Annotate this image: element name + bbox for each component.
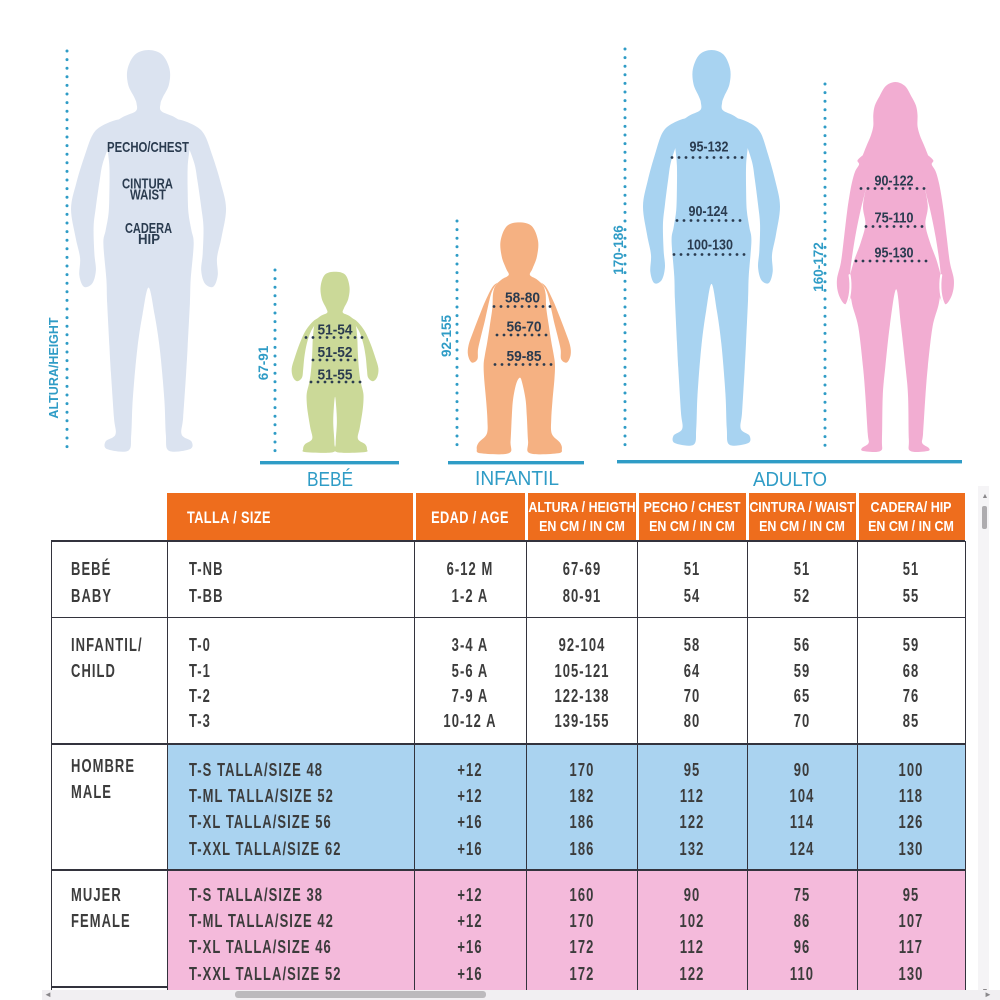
svg-text:INFANTIL: INFANTIL [475, 468, 559, 490]
svg-text:ALTURA/HEIGHT: ALTURA/HEIGHT [47, 317, 61, 419]
svg-text:ADULTO: ADULTO [753, 469, 827, 491]
svg-text:51-52: 51-52 [318, 345, 353, 361]
svg-text:170-186: 170-186 [611, 225, 626, 275]
svg-text:WAIST: WAIST [130, 187, 166, 204]
svg-text:95-130: 95-130 [875, 246, 914, 262]
svg-text:HIP: HIP [138, 231, 160, 248]
svg-text:95-132: 95-132 [690, 139, 729, 156]
svg-text:92-155: 92-155 [439, 314, 454, 357]
svg-text:160-172: 160-172 [811, 242, 826, 292]
svg-text:PECHO/CHEST: PECHO/CHEST [107, 139, 189, 156]
svg-text:CADERA: CADERA [125, 220, 172, 237]
svg-text:CINTURA: CINTURA [122, 176, 173, 193]
svg-text:56-70: 56-70 [507, 319, 542, 336]
svg-text:58-80: 58-80 [505, 290, 540, 307]
svg-text:75-110: 75-110 [875, 211, 914, 227]
svg-text:67-91: 67-91 [256, 345, 271, 380]
svg-text:BEBÉ: BEBÉ [307, 468, 353, 491]
svg-text:59-85: 59-85 [507, 348, 542, 365]
svg-text:100-130: 100-130 [687, 237, 733, 254]
svg-text:51-55: 51-55 [318, 368, 353, 384]
svg-text:90-122: 90-122 [875, 174, 914, 190]
svg-text:51-54: 51-54 [318, 323, 353, 339]
svg-text:90-124: 90-124 [689, 203, 729, 220]
